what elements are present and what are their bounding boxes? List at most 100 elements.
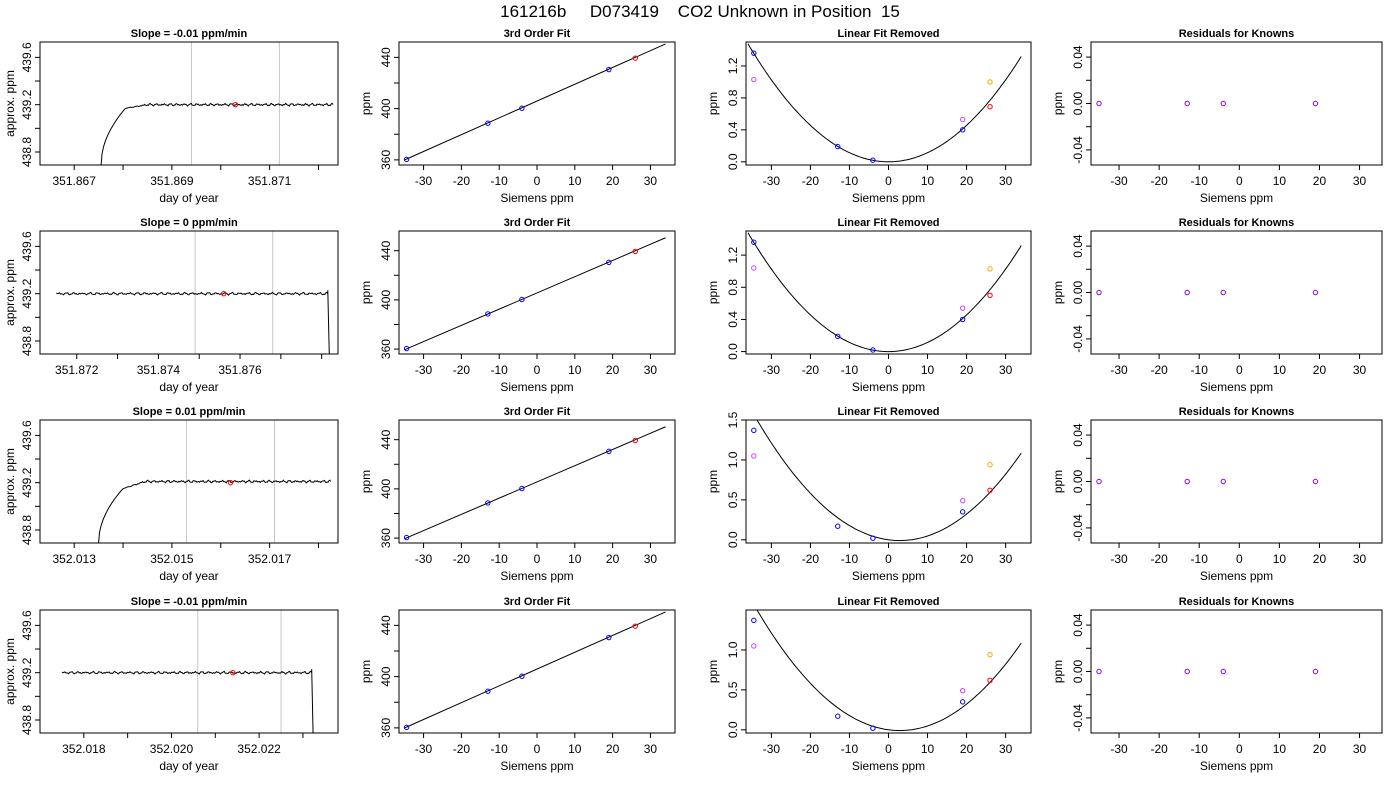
data-point xyxy=(751,265,757,271)
x-tick-label: -10 xyxy=(1191,174,1209,188)
y-axis-label: ppm xyxy=(359,660,373,683)
x-tick-label: 10 xyxy=(921,363,935,377)
x-tick-label: 0 xyxy=(885,363,892,377)
x-tick-label: 10 xyxy=(568,552,582,566)
y-axis-label: approx. ppm xyxy=(3,638,17,705)
x-tick-label: 20 xyxy=(1313,174,1327,188)
y-tick-label: 440 xyxy=(379,429,393,449)
plot-frame xyxy=(39,419,339,544)
trace-line xyxy=(61,669,314,733)
sample-point xyxy=(232,101,239,108)
x-tick-label: -30 xyxy=(415,363,433,377)
x-tick-label: -10 xyxy=(841,174,859,188)
plot-frame xyxy=(39,41,339,166)
data-point xyxy=(751,617,757,624)
data-point xyxy=(751,76,757,83)
x-tick-label: -20 xyxy=(1150,363,1168,377)
data-point xyxy=(403,156,410,163)
data-point xyxy=(987,266,993,272)
data-point xyxy=(606,634,612,641)
y-tick-label: 440 xyxy=(379,615,393,635)
x-tick-label: 20 xyxy=(960,363,974,377)
panel-res1: -30 -20 -10 0 10 20 30 -0.04 0.00 0.04 Residuals f… xyxy=(1051,28,1383,205)
x-tick-label: -20 xyxy=(802,552,820,566)
plot-frame xyxy=(745,609,1032,734)
plot-area xyxy=(403,237,666,352)
panel-title: 3rd Order Fit xyxy=(504,217,571,229)
x-tick-label: 30 xyxy=(1353,174,1367,188)
y-tick-label: 438.8 xyxy=(20,705,34,735)
data-point xyxy=(959,116,966,123)
x-axis-label: day of year xyxy=(159,380,218,394)
data-point xyxy=(751,453,757,459)
panel-ts4: 352.018 352.020 352.022 438.8 439.2 439.6 Slop… xyxy=(3,596,339,773)
data-point xyxy=(870,347,876,353)
y-tick-label: 0.04 xyxy=(1071,45,1085,69)
x-tick-label: 30 xyxy=(644,742,658,756)
x-tick-label: 30 xyxy=(644,363,658,377)
x-tick-label: 20 xyxy=(960,742,974,756)
x-tick-label: 20 xyxy=(606,174,620,188)
data-point xyxy=(835,143,841,150)
y-tick-label: 439.6 xyxy=(20,610,34,640)
panel-ts2: 351.872 351.874 351.876 438.8 439.2 439.6 Slop… xyxy=(3,217,339,394)
panel-lin3: -30 -20 -10 0 10 20 30 0.0 0.5 1.0 1.5 Linear Fit R… xyxy=(706,406,1032,583)
y-tick-label: -0.04 xyxy=(1071,704,1085,732)
panel-title: Slope = 0 ppm/min xyxy=(140,217,238,229)
data-point xyxy=(485,120,491,126)
data-point xyxy=(1220,668,1226,675)
data-point xyxy=(987,487,993,493)
panel-fit1: -30 -20 -10 0 10 20 30 360 400 440 3rd Order Fit Si… xyxy=(359,28,676,205)
panel-title: Slope = 0.01 ppm/min xyxy=(133,406,246,418)
x-axis-label: Siemens ppm xyxy=(1200,569,1273,583)
x-axis-label: day of year xyxy=(159,191,218,205)
panel-fit2: -30 -20 -10 0 10 20 30 360 400 440 3rd Order Fit Si… xyxy=(359,217,676,394)
y-axis-label: ppm xyxy=(706,660,720,683)
x-axis-label: Siemens ppm xyxy=(1200,759,1273,773)
x-tick-label: 0 xyxy=(885,742,892,756)
x-axis-label: Siemens ppm xyxy=(500,191,573,205)
data-point xyxy=(959,127,966,133)
y-axis-label: ppm xyxy=(359,470,373,493)
y-tick-label: 1.5 xyxy=(726,411,740,428)
x-tick-label: 30 xyxy=(644,174,658,188)
x-axis-label: Siemens ppm xyxy=(852,191,925,205)
x-tick-label: 20 xyxy=(606,363,620,377)
data-point xyxy=(606,66,612,73)
y-tick-label: 0.00 xyxy=(1071,280,1085,304)
x-tick-label: 10 xyxy=(921,742,935,756)
x-tick-label: -20 xyxy=(453,363,471,377)
plot-area xyxy=(403,611,666,731)
y-tick-label: 0.04 xyxy=(1071,423,1085,447)
data-point xyxy=(987,103,993,110)
x-tick-label: 30 xyxy=(999,174,1013,188)
y-tick-label: 1.2 xyxy=(726,57,740,74)
panel-title: Linear Fit Removed xyxy=(837,596,939,608)
y-tick-label: 400 xyxy=(379,290,393,310)
y-tick-label: 439.2 xyxy=(20,278,34,308)
data-point xyxy=(987,462,993,468)
y-axis-label: ppm xyxy=(359,92,373,115)
x-tick-label: 0 xyxy=(1236,552,1243,566)
y-tick-label: -0.04 xyxy=(1071,136,1085,164)
x-axis-label: day of year xyxy=(159,569,218,583)
y-tick-label: 0.8 xyxy=(726,89,740,106)
x-tick-label: 10 xyxy=(568,174,582,188)
y-tick-label: 360 xyxy=(379,718,393,738)
y-axis-label: ppm xyxy=(1051,92,1065,115)
plot-area xyxy=(100,42,334,165)
y-tick-label: 0.0 xyxy=(726,153,740,170)
x-tick-label: 20 xyxy=(960,174,974,188)
panel-ts1: 351.867 351.869 351.871 438.8 439.2 439.6 Slop… xyxy=(3,28,339,205)
y-tick-label: 400 xyxy=(379,98,393,118)
panel-title: Residuals for Knowns xyxy=(1179,28,1295,40)
data-point xyxy=(987,292,993,299)
data-point xyxy=(519,485,525,492)
x-tick-label: 20 xyxy=(606,552,620,566)
x-tick-label: -30 xyxy=(415,552,433,566)
y-axis-label: ppm xyxy=(706,92,720,115)
x-tick-label: -20 xyxy=(802,174,820,188)
data-point xyxy=(959,305,966,311)
data-point xyxy=(959,497,966,504)
data-point xyxy=(1220,478,1226,485)
